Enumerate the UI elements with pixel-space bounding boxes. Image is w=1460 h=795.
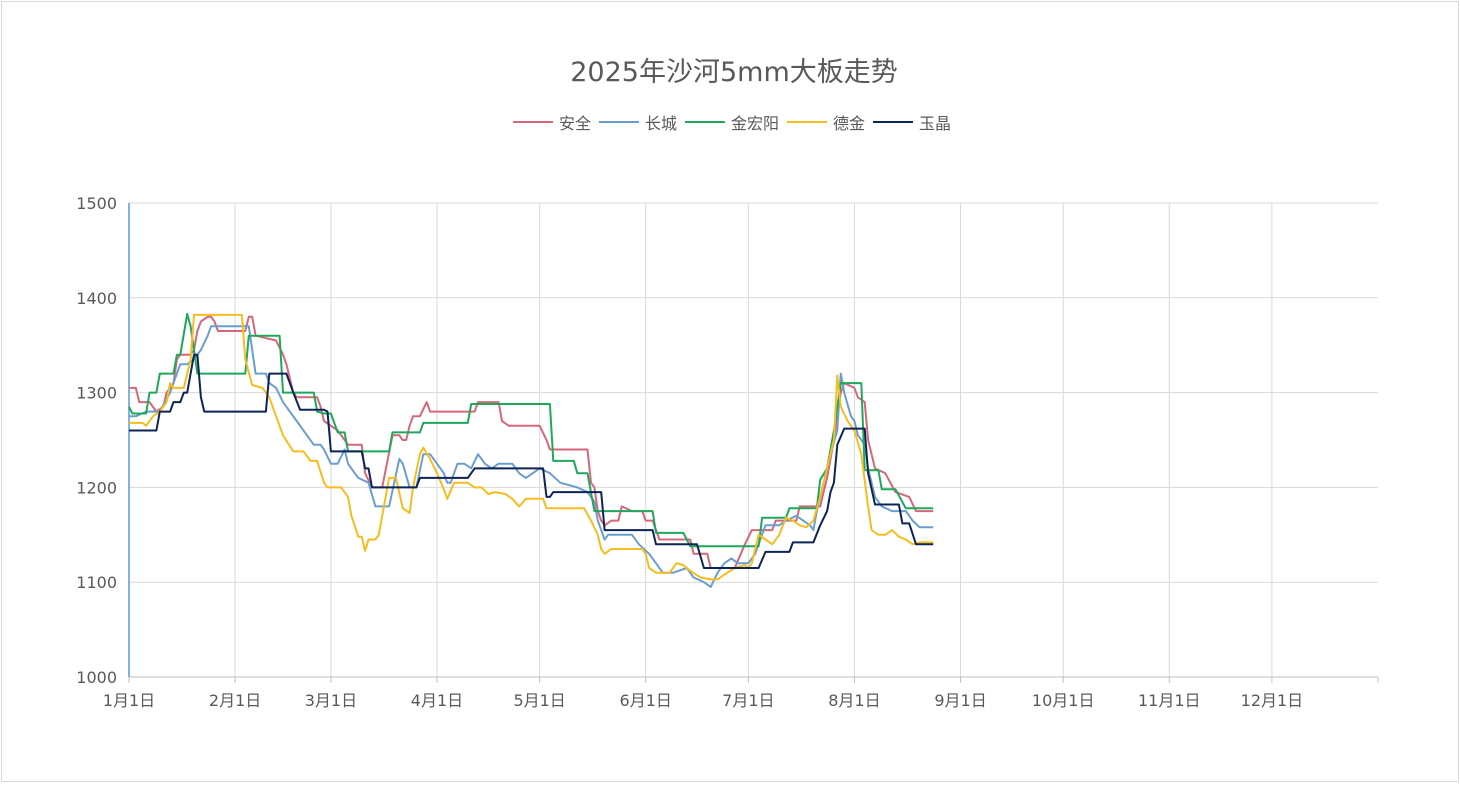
legend-item[interactable]: 金宏阳	[684, 110, 779, 134]
x-tick-label: 10月1日	[1032, 691, 1095, 710]
legend-label: 安全	[558, 114, 591, 133]
legend-item[interactable]: 德金	[787, 110, 865, 134]
legend-label: 德金	[833, 114, 866, 133]
legend-item[interactable]: 玉晶	[873, 110, 951, 134]
y-tick-label: 1200	[76, 478, 117, 497]
series-line-4	[129, 313, 934, 581]
x-tick-label: 1月1日	[103, 691, 155, 710]
series-line-3	[128, 312, 934, 548]
legend-item[interactable]: 长城	[598, 110, 677, 134]
series-line-5	[129, 353, 934, 569]
x-tick-label: 9月1日	[934, 691, 986, 710]
x-tick-label: 3月1日	[305, 691, 357, 710]
x-tick-label: 11月1日	[1138, 691, 1201, 710]
legend-item[interactable]: 安全	[512, 110, 591, 134]
x-tick-label: 8月1日	[828, 691, 880, 710]
x-tick-label: 7月1日	[722, 691, 774, 710]
x-tick-label: 2月1日	[209, 691, 261, 710]
x-tick-label: 6月1日	[620, 691, 672, 710]
gridlines	[129, 202, 1378, 678]
y-tick-label: 1400	[76, 289, 117, 308]
x-tick-label: 4月1日	[411, 691, 463, 710]
legend-swatch	[787, 121, 827, 123]
legend-swatch	[684, 121, 725, 123]
y-tick-label: 1300	[76, 384, 117, 403]
legend-label: 金宏阳	[730, 114, 779, 133]
series-line-2	[129, 325, 934, 588]
y-tick-label: 1000	[76, 668, 117, 687]
legend-label: 玉晶	[919, 114, 952, 133]
x-tick-label: 5月1日	[513, 691, 565, 710]
x-tick-label: 12月1日	[1241, 691, 1304, 710]
legend-swatch	[512, 121, 553, 123]
legend-label: 长城	[644, 114, 677, 133]
legend-swatch	[873, 121, 914, 123]
legend-swatch	[598, 121, 639, 123]
y-tick-label: 1500	[76, 194, 117, 213]
y-tick-label: 1100	[76, 573, 117, 592]
legend: 安全 长城 金宏阳 德金 玉晶	[0, 110, 1460, 134]
axes: 1000 1100 1200 1300 1400 1500 1月1日 2月1日 3月1日 4月1日…	[76, 194, 1379, 710]
chart-title: 2025年沙河5mm大板走势	[570, 57, 898, 88]
series-lines	[128, 312, 934, 588]
